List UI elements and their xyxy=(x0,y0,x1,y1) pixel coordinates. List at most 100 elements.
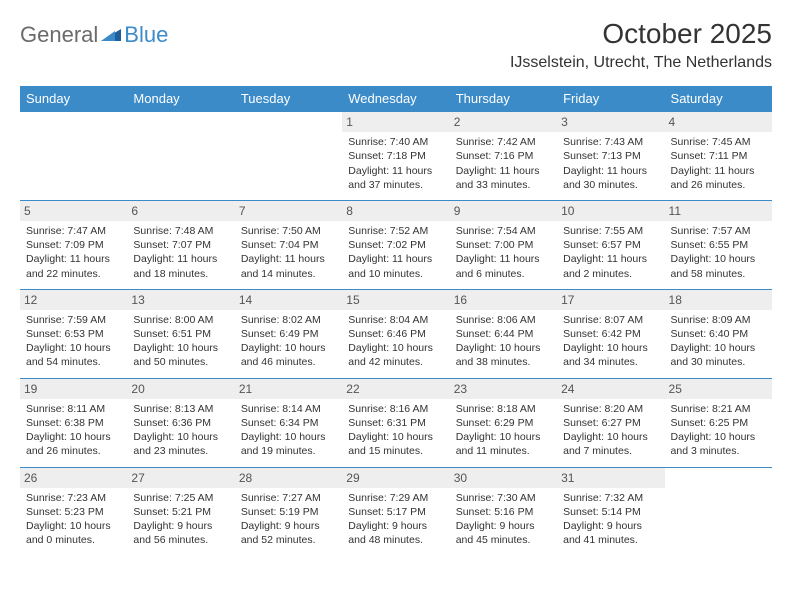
day-number: 25 xyxy=(665,379,772,399)
calendar-cell: 31Sunrise: 7:32 AMSunset: 5:14 PMDayligh… xyxy=(557,467,664,555)
day-number: 27 xyxy=(127,468,234,488)
daylight-line: Daylight: 9 hours and 48 minutes. xyxy=(348,519,443,547)
day-number: 11 xyxy=(665,201,772,221)
sunrise-line: Sunrise: 7:45 AM xyxy=(671,135,766,149)
daylight-line: Daylight: 10 hours and 58 minutes. xyxy=(671,252,766,280)
sunset-line: Sunset: 6:31 PM xyxy=(348,416,443,430)
calendar-cell: 8Sunrise: 7:52 AMSunset: 7:02 PMDaylight… xyxy=(342,200,449,289)
daylight-line: Daylight: 9 hours and 45 minutes. xyxy=(456,519,551,547)
day-number: 1 xyxy=(342,112,449,132)
daylight-line: Daylight: 10 hours and 30 minutes. xyxy=(671,341,766,369)
sunset-line: Sunset: 6:42 PM xyxy=(563,327,658,341)
day-number: 5 xyxy=(20,201,127,221)
sunrise-line: Sunrise: 7:52 AM xyxy=(348,224,443,238)
sunset-line: Sunset: 7:04 PM xyxy=(241,238,336,252)
daylight-line: Daylight: 10 hours and 38 minutes. xyxy=(456,341,551,369)
calendar-cell: 11Sunrise: 7:57 AMSunset: 6:55 PMDayligh… xyxy=(665,200,772,289)
sunset-line: Sunset: 6:57 PM xyxy=(563,238,658,252)
calendar-cell: 1 Sunrise: 7:40 AMSunset: 7:18 PMDaylight… xyxy=(342,112,449,201)
sunset-line: Sunset: 7:13 PM xyxy=(563,149,658,163)
sunrise-line: Sunrise: 8:00 AM xyxy=(133,313,228,327)
calendar-cell: 3Sunrise: 7:43 AMSunset: 7:13 PMDaylight… xyxy=(557,112,664,201)
daylight-line: Daylight: 10 hours and 7 minutes. xyxy=(563,430,658,458)
sunset-line: Sunset: 5:14 PM xyxy=(563,505,658,519)
sunset-line: Sunset: 6:46 PM xyxy=(348,327,443,341)
sunset-line: Sunset: 6:51 PM xyxy=(133,327,228,341)
sunset-line: Sunset: 5:17 PM xyxy=(348,505,443,519)
calendar-cell: 14Sunrise: 8:02 AMSunset: 6:49 PMDayligh… xyxy=(235,289,342,378)
sunset-line: Sunset: 7:09 PM xyxy=(26,238,121,252)
sunrise-line: Sunrise: 7:43 AM xyxy=(563,135,658,149)
calendar-cell: 4Sunrise: 7:45 AMSunset: 7:11 PMDaylight… xyxy=(665,112,772,201)
sunset-line: Sunset: 7:11 PM xyxy=(671,149,766,163)
daylight-line: Daylight: 10 hours and 11 minutes. xyxy=(456,430,551,458)
daylight-line: Daylight: 10 hours and 15 minutes. xyxy=(348,430,443,458)
sunrise-line: Sunrise: 8:20 AM xyxy=(563,402,658,416)
calendar-cell: 6Sunrise: 7:48 AMSunset: 7:07 PMDaylight… xyxy=(127,200,234,289)
daylight-line: Daylight: 10 hours and 34 minutes. xyxy=(563,341,658,369)
calendar-row: 5 Sunrise: 7:47 AMSunset: 7:09 PM Daylight… xyxy=(20,200,772,289)
day-number: 16 xyxy=(450,290,557,310)
sunrise-line: Sunrise: 7:55 AM xyxy=(563,224,658,238)
header: General Blue October 2025 IJsselstein, U… xyxy=(20,18,772,72)
sunset-line: Sunset: 5:16 PM xyxy=(456,505,551,519)
calendar-row: ...1Sunrise: 7:40 AMSunset: 7:18 PMDayli… xyxy=(20,112,772,201)
daylight-line: Daylight: 11 hours and 10 minutes. xyxy=(348,252,443,280)
sunrise-line: Sunrise: 8:13 AM xyxy=(133,402,228,416)
col-wednesday: Wednesday xyxy=(342,86,449,112)
month-title: October 2025 xyxy=(510,18,772,50)
calendar-cell: 26Sunrise: 7:23 AMSunset: 5:23 PMDayligh… xyxy=(20,467,127,555)
sunrise-line: Sunrise: 8:16 AM xyxy=(348,402,443,416)
daylight-line: Daylight: 10 hours and 54 minutes. xyxy=(26,341,121,369)
calendar-row: 19Sunrise: 8:11 AMSunset: 6:38 PMDayligh… xyxy=(20,378,772,467)
calendar-cell: 29Sunrise: 7:29 AMSunset: 5:17 PMDayligh… xyxy=(342,467,449,555)
day-number: 20 xyxy=(127,379,234,399)
calendar-cell: 28Sunrise: 7:27 AMSunset: 5:19 PMDayligh… xyxy=(235,467,342,555)
calendar-cell: 18Sunrise: 8:09 AMSunset: 6:40 PMDayligh… xyxy=(665,289,772,378)
sunrise-line: Sunrise: 8:04 AM xyxy=(348,313,443,327)
sunrise-line: Sunrise: 8:14 AM xyxy=(241,402,336,416)
day-number: 24 xyxy=(557,379,664,399)
sunset-line: Sunset: 5:21 PM xyxy=(133,505,228,519)
day-number: 18 xyxy=(665,290,772,310)
day-number: 22 xyxy=(342,379,449,399)
calendar-cell: 12Sunrise: 7:59 AMSunset: 6:53 PMDayligh… xyxy=(20,289,127,378)
sunset-line: Sunset: 7:02 PM xyxy=(348,238,443,252)
sunrise-line: Sunrise: 7:57 AM xyxy=(671,224,766,238)
calendar-cell: 9Sunrise: 7:54 AMSunset: 7:00 PMDaylight… xyxy=(450,200,557,289)
sunrise-line: Sunrise: 8:07 AM xyxy=(563,313,658,327)
calendar-cell: 15Sunrise: 8:04 AMSunset: 6:46 PMDayligh… xyxy=(342,289,449,378)
day-number: 28 xyxy=(235,468,342,488)
daylight-line: Daylight: 11 hours and 37 minutes. xyxy=(348,164,443,192)
sunset-line: Sunset: 6:34 PM xyxy=(241,416,336,430)
sunset-line: Sunset: 7:18 PM xyxy=(348,149,443,163)
day-number: 7 xyxy=(235,201,342,221)
sunrise-line: Sunrise: 7:59 AM xyxy=(26,313,121,327)
sunset-line: Sunset: 7:16 PM xyxy=(456,149,551,163)
sunrise-line: Sunrise: 7:40 AM xyxy=(348,135,443,149)
header-row: Sunday Monday Tuesday Wednesday Thursday… xyxy=(20,86,772,112)
calendar-cell: 7Sunrise: 7:50 AMSunset: 7:04 PMDaylight… xyxy=(235,200,342,289)
day-number: 21 xyxy=(235,379,342,399)
day-number: 15 xyxy=(342,290,449,310)
sunrise-line: Sunrise: 8:11 AM xyxy=(26,402,121,416)
daylight-line: Daylight: 11 hours and 14 minutes. xyxy=(241,252,336,280)
location-text: IJsselstein, Utrecht, The Netherlands xyxy=(510,54,772,72)
day-number: 2 xyxy=(450,112,557,132)
sunrise-line: Sunrise: 7:30 AM xyxy=(456,491,551,505)
sunrise-line: Sunrise: 7:47 AM xyxy=(26,224,121,238)
sunrise-line: Sunrise: 8:21 AM xyxy=(671,402,766,416)
day-number: 31 xyxy=(557,468,664,488)
sunrise-line: Sunrise: 7:54 AM xyxy=(456,224,551,238)
daylight-line: Daylight: 9 hours and 56 minutes. xyxy=(133,519,228,547)
day-number: 13 xyxy=(127,290,234,310)
col-tuesday: Tuesday xyxy=(235,86,342,112)
calendar-table: Sunday Monday Tuesday Wednesday Thursday… xyxy=(20,86,772,555)
daylight-line: Daylight: 11 hours and 6 minutes. xyxy=(456,252,551,280)
sunset-line: Sunset: 6:27 PM xyxy=(563,416,658,430)
calendar-cell: 27Sunrise: 7:25 AMSunset: 5:21 PMDayligh… xyxy=(127,467,234,555)
calendar-cell: 16Sunrise: 8:06 AMSunset: 6:44 PMDayligh… xyxy=(450,289,557,378)
brand-part1: General xyxy=(20,22,98,48)
daylight-line: Daylight: 11 hours and 30 minutes. xyxy=(563,164,658,192)
daylight-line: Daylight: 10 hours and 0 minutes. xyxy=(26,519,121,547)
